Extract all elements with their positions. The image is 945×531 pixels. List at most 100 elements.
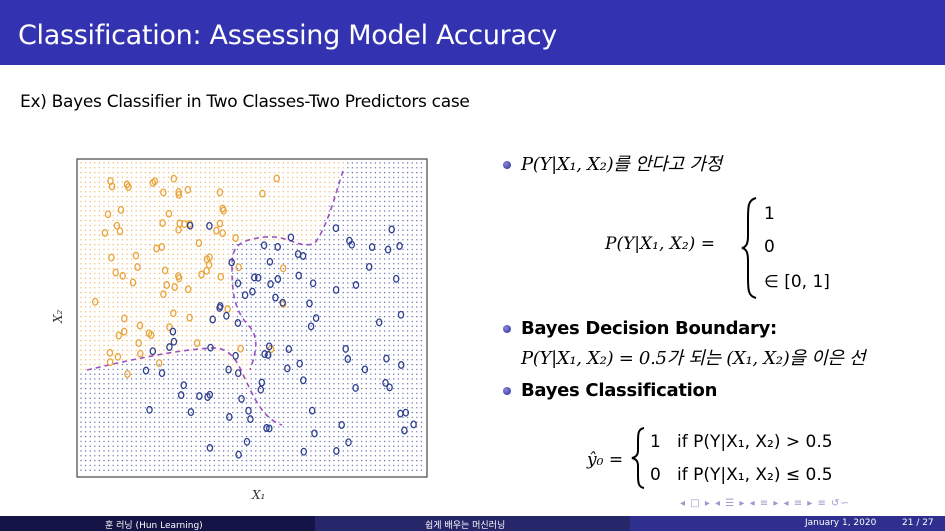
blue-point (234, 369, 242, 378)
bullet-2-title: Bayes Decision Boundary: (521, 318, 777, 339)
orange-point (107, 177, 114, 186)
blue-point (296, 359, 303, 368)
orange-point (160, 290, 167, 299)
orange-point (135, 339, 142, 348)
footer: 훈 러닝 (Hun Learning) 쉽게 배우는 머신러닝 January … (0, 516, 945, 531)
blue-point (238, 394, 245, 403)
orange-point (151, 177, 159, 186)
orange-point (113, 221, 121, 230)
orange-point (124, 370, 131, 379)
blue-point (392, 274, 400, 283)
orange-point (158, 243, 166, 251)
blue-point (333, 447, 340, 455)
blue-point (272, 293, 279, 302)
blue-point (352, 383, 359, 392)
blue-point (166, 343, 173, 352)
footer-title: 쉽게 배우는 머신러닝 (425, 521, 506, 531)
eq2-case-1: 1 if P(Y|X₁, X₂) > 0.5 (650, 432, 833, 452)
footer-date: January 1, 2020 (805, 518, 877, 528)
orange-point (175, 188, 182, 197)
blue-point (300, 376, 307, 385)
blue-point (342, 344, 349, 353)
blue-point (332, 224, 340, 233)
blue-point (266, 424, 273, 433)
orange-point (106, 358, 114, 367)
blue-point (146, 405, 153, 414)
orange-point (121, 314, 128, 323)
bayes-figure: X₁ X₂ (50, 155, 440, 519)
orange-point (136, 321, 144, 330)
orange-point (106, 348, 114, 357)
orange-point (163, 281, 170, 289)
blue-point (368, 243, 376, 252)
orange-point (159, 219, 166, 228)
orange-point (184, 285, 192, 294)
blue-point (397, 409, 404, 418)
orange-point (219, 229, 226, 238)
y-axis-label: X₂ (51, 309, 65, 324)
orange-point (108, 253, 115, 262)
eq1-lhs: P(Y|X₁, X₂) = (605, 234, 715, 254)
orange-point (147, 331, 155, 340)
blue-point (274, 275, 282, 283)
blue-point (300, 447, 308, 456)
orange-point (175, 225, 182, 234)
blue-point (232, 351, 239, 360)
blue-point (344, 355, 352, 363)
blue-point (196, 392, 203, 401)
blue-point (170, 337, 178, 346)
beamer-navigation[interactable]: ◂ □ ▸ ◂ ☰ ▸ ◂ ≡ ▸ ◂ ≡ ▸ ≡ ↺∽ (680, 498, 850, 509)
blue-point (235, 450, 242, 459)
orange-point (153, 244, 160, 253)
bullet-marker (503, 387, 511, 395)
title-bar: Classification: Assessing Model Accuracy (0, 0, 945, 65)
blue-point (261, 350, 268, 359)
blue-point (149, 347, 157, 356)
blue-point (206, 443, 214, 452)
bullet-marker (503, 161, 511, 169)
orange-point (213, 226, 220, 235)
blue-point (177, 391, 185, 400)
orange-point (165, 209, 173, 218)
bullet-1-text: P(Y|X₁, X₂)를 안다고 가정 (521, 150, 722, 176)
footer-author: 훈 러닝 (Hun Learning) (105, 521, 203, 531)
blue-point (284, 364, 291, 373)
bullet-marker (503, 325, 511, 333)
bullet-3-title: Bayes Classification (521, 380, 718, 401)
blue-point (294, 250, 302, 259)
orange-point (220, 206, 227, 215)
blue-point (186, 221, 194, 230)
orange-point (129, 278, 137, 287)
orange-point (235, 263, 242, 272)
blue-point (258, 378, 266, 387)
blue-point (375, 318, 383, 327)
eq1-lhs-text: P(Y|X₁, X₂) = (605, 234, 715, 254)
orange-point (120, 327, 128, 336)
eq2-case-2-text: 0 if P(Y|X₁, X₂) ≤ 0.5 (650, 465, 833, 485)
blue-point (332, 285, 340, 294)
blue-point (226, 413, 233, 421)
blue-point (410, 420, 417, 429)
blue-point (206, 390, 214, 399)
footer-right: January 1, 2020 21 / 27 (630, 516, 945, 531)
orange-point (137, 349, 144, 358)
orange-point (116, 227, 124, 236)
blue-point (279, 298, 286, 307)
blue-point (263, 424, 270, 432)
blue-point (338, 421, 345, 429)
blue-point (396, 242, 403, 250)
orange-point (166, 323, 173, 332)
orange-point (237, 344, 244, 353)
bullet-2-text: P(Y|X₁, X₂) = 0.5가 되는 (X₁, X₂)을 이은 선 (521, 344, 866, 370)
blue-point (265, 342, 273, 351)
orange-point (114, 352, 122, 361)
blue-point (311, 429, 318, 438)
blue-point (308, 406, 316, 415)
blue-point (158, 369, 166, 378)
eq1-case-1: 1 (764, 204, 775, 224)
blue-point (397, 361, 405, 369)
orange-point (171, 283, 178, 292)
orange-point (170, 174, 178, 183)
orange-point (112, 268, 119, 277)
blue-point (384, 245, 392, 254)
